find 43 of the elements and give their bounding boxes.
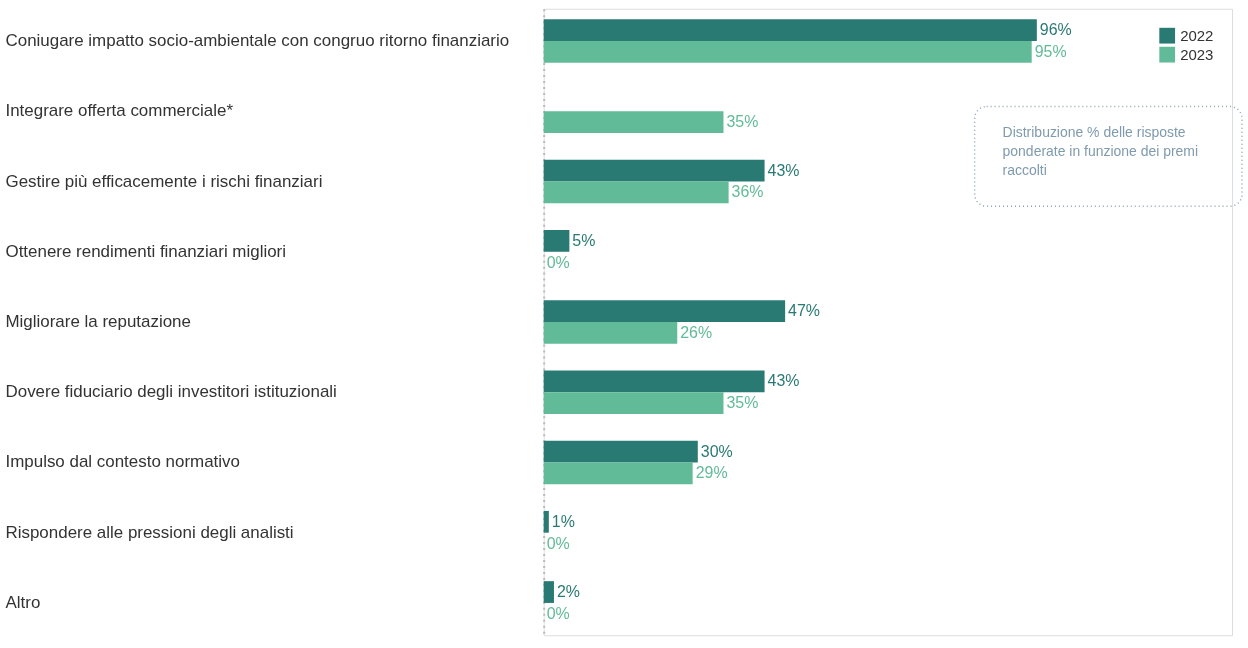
y-tick-label: Migliorare la reputazione	[5, 311, 191, 331]
y-tick-label: Dovere fiduciario degli investitori istituzionali	[5, 382, 337, 402]
y-tick-label: Altro	[5, 592, 41, 612]
data-label: 0%	[546, 253, 570, 271]
bar	[543, 510, 549, 533]
data-label: 95%	[1034, 42, 1067, 60]
bar	[543, 440, 698, 463]
data-label: 43%	[767, 372, 800, 390]
y-tick-label: Rispondere alle pressioni degli analisti	[5, 522, 294, 542]
y-tick-label: Coniugare impatto socio-ambientale con congruo ritorno finanziario	[5, 31, 510, 51]
data-label: 1%	[551, 512, 575, 530]
bar	[543, 229, 570, 252]
y-tick-label: Ottenere rendimenti finanziari migliori	[5, 241, 287, 261]
data-label: 2%	[556, 583, 581, 601]
legend-label: 2022	[1180, 26, 1214, 44]
bar	[543, 19, 1037, 42]
data-label: 30%	[700, 442, 733, 460]
data-label: 0%	[546, 534, 570, 552]
data-label: 5%	[572, 231, 596, 249]
data-label: 29%	[695, 464, 728, 482]
bar	[543, 370, 765, 393]
bar	[543, 300, 786, 322]
bar	[543, 322, 678, 344]
data-label: 26%	[680, 323, 713, 341]
data-label: 35%	[726, 394, 759, 412]
data-label: 36%	[731, 183, 764, 201]
legend-label: 2023	[1180, 45, 1214, 63]
bar	[543, 462, 693, 485]
bar	[543, 159, 765, 182]
bar	[543, 111, 724, 134]
bar	[543, 392, 724, 415]
data-label: 35%	[726, 113, 759, 131]
data-label: 47%	[788, 302, 821, 320]
data-label: 96%	[1039, 21, 1072, 39]
bar	[543, 181, 729, 204]
bar	[543, 581, 554, 603]
bar	[543, 41, 1032, 63]
y-tick-label: Integrare offerta commerciale*	[5, 101, 234, 121]
data-label: 0%	[546, 604, 570, 622]
annotation: Distribuzione % delle risposte ponderate in funzione dei premi raccolti	[1002, 124, 1199, 179]
y-tick-label: Impulso dal contesto normativo	[5, 452, 240, 472]
y-tick-label: Gestire più efficacemente i rischi finanziari	[5, 171, 323, 191]
data-label: 43%	[767, 161, 800, 179]
